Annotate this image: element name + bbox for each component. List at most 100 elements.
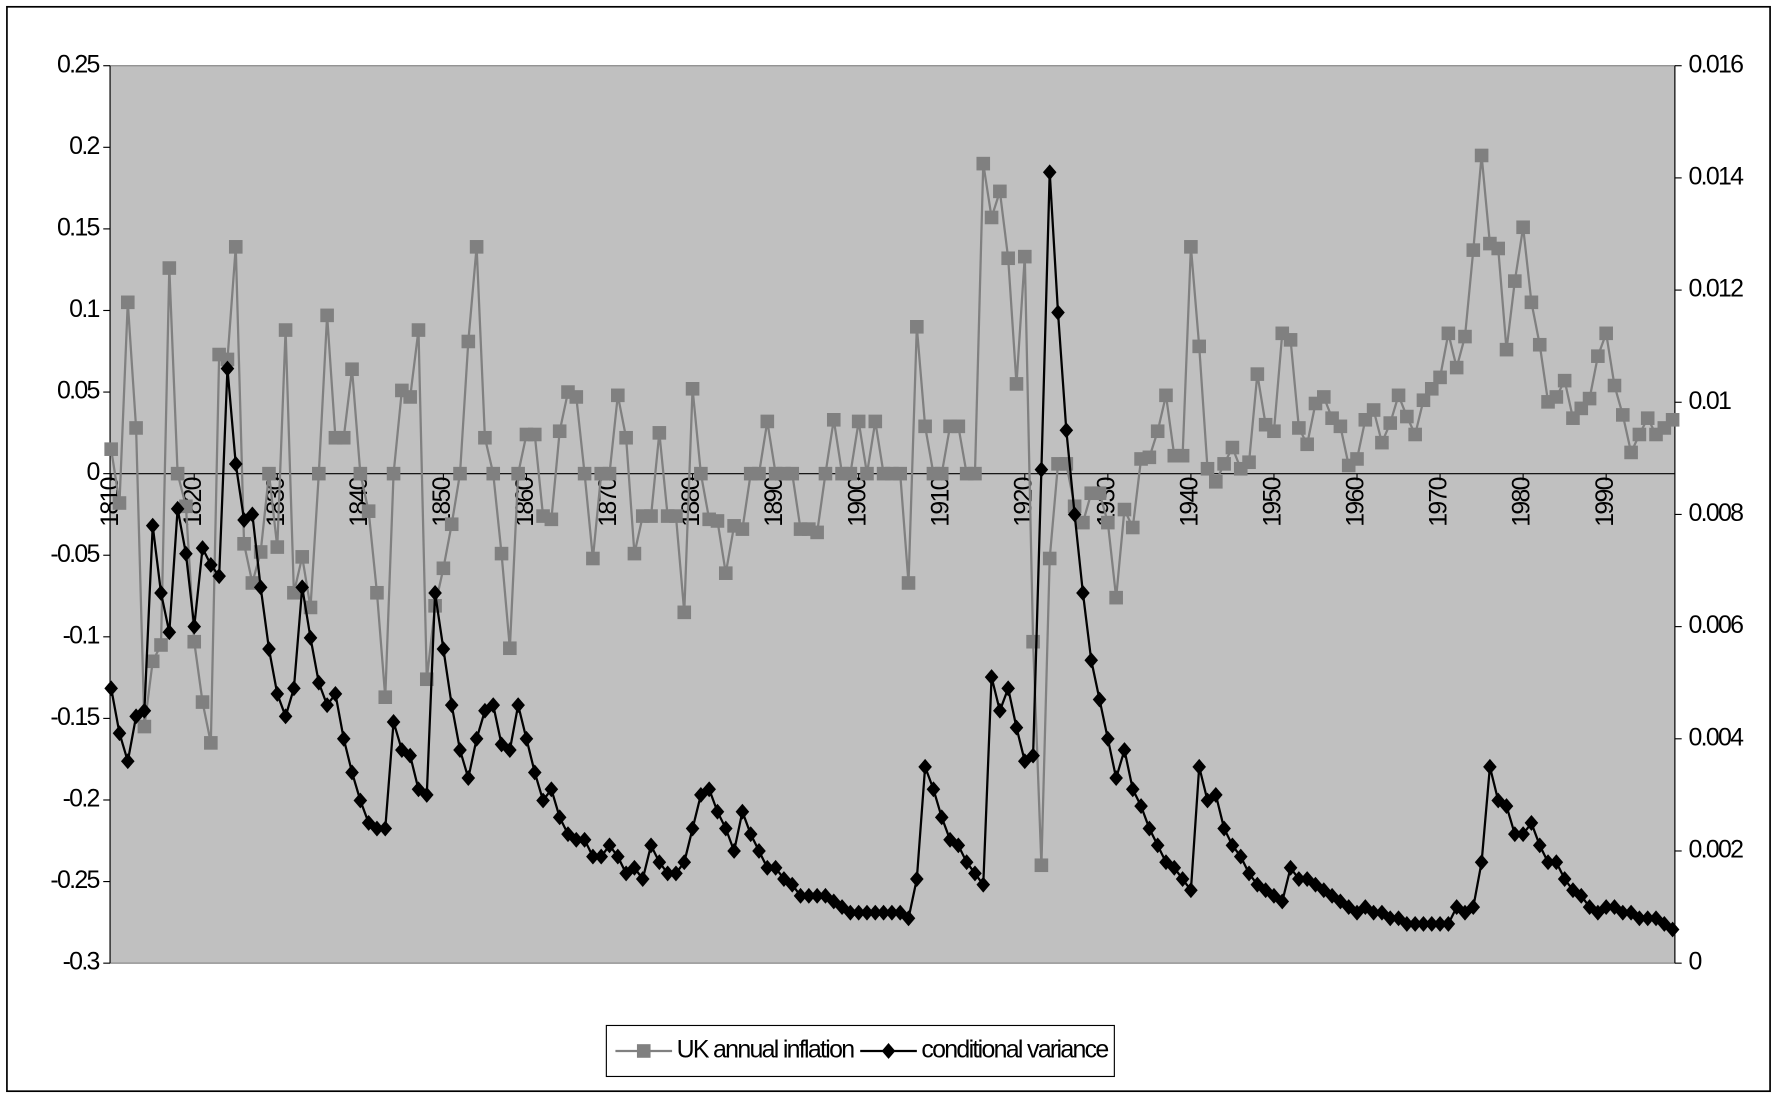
data-point (968, 466, 982, 481)
data-point (253, 579, 268, 596)
data-point (1383, 910, 1398, 927)
x-tick-label: 1910 (926, 477, 954, 526)
data-point (968, 865, 982, 882)
legend: UK annual inflation conditional variance (605, 1024, 1115, 1078)
y-tick-label: -0.05 (50, 540, 99, 568)
y-tick-label: 0.05 (57, 377, 100, 405)
data-point (910, 319, 924, 334)
data-point (336, 730, 351, 747)
data-point (312, 466, 326, 481)
data-point (104, 442, 118, 456)
data-point (295, 550, 310, 564)
data-point (934, 466, 949, 481)
data-point (735, 803, 750, 820)
data-point (1400, 915, 1414, 932)
data-point (145, 517, 160, 534)
data-point (204, 736, 218, 750)
data-point (1192, 339, 1207, 354)
data-point (951, 837, 966, 854)
data-point (1474, 148, 1489, 163)
data-point (112, 725, 127, 742)
data-point (170, 500, 185, 517)
data-point (428, 585, 442, 601)
data-point (453, 742, 467, 758)
data-point (1524, 815, 1539, 831)
data-point (1150, 837, 1165, 854)
data-point (1283, 859, 1298, 876)
y2-tick-label: 0.002 (1688, 836, 1743, 864)
data-point (104, 680, 118, 697)
data-point (1541, 854, 1555, 871)
data-point (228, 240, 243, 254)
data-point (237, 537, 251, 551)
data-point (403, 390, 417, 404)
y2-tick-label: 0 (1688, 948, 1701, 976)
data-point (1599, 899, 1613, 915)
data-point (503, 742, 517, 758)
data-point (220, 352, 235, 367)
data-point (278, 708, 293, 725)
y2-tick-label: 0.008 (1688, 499, 1743, 527)
x-tick-label: 1890 (760, 477, 788, 526)
data-point (1067, 506, 1082, 523)
data-point (154, 585, 168, 601)
data-point (1316, 390, 1331, 404)
data-point (1632, 427, 1647, 442)
data-point (486, 466, 501, 481)
data-point (611, 388, 625, 403)
data-point (860, 466, 874, 481)
data-point (1076, 585, 1090, 601)
data-point (1449, 360, 1464, 375)
y2-tick-label: 0.004 (1688, 723, 1744, 751)
y-tick-label: -0.15 (50, 703, 99, 731)
data-point (544, 781, 559, 798)
data-point (1516, 220, 1530, 235)
data-point (378, 820, 393, 837)
data-point (1582, 391, 1597, 406)
data-point (602, 837, 617, 854)
data-point (320, 697, 334, 714)
data-point (993, 184, 1007, 199)
data-point (652, 426, 667, 440)
data-point (1084, 652, 1099, 669)
data-point (984, 210, 999, 225)
data-point (378, 690, 393, 704)
data-point (1665, 413, 1680, 427)
data-point (1557, 373, 1572, 388)
data-point (934, 809, 949, 826)
data-point (1175, 871, 1190, 887)
data-point (1433, 370, 1447, 385)
data-point (876, 904, 891, 921)
data-point (677, 854, 692, 871)
data-point (1424, 915, 1439, 932)
data-point (370, 585, 384, 600)
data-point (353, 792, 368, 809)
data-point (577, 831, 592, 848)
data-point (469, 730, 484, 747)
data-point (586, 551, 600, 566)
data-point (1640, 910, 1655, 927)
data-point (1184, 240, 1198, 254)
data-point (1549, 390, 1564, 404)
data-point (951, 419, 966, 434)
y2-tick-label: 0.01 (1688, 387, 1731, 415)
data-point (112, 496, 127, 510)
y-tick-label: -0.2 (63, 785, 100, 813)
data-point (976, 156, 991, 171)
data-point (503, 641, 517, 656)
data-point (1134, 798, 1148, 815)
data-point (1615, 904, 1630, 921)
data-point (1300, 437, 1314, 452)
data-point (718, 566, 733, 580)
data-point (195, 695, 210, 709)
data-point (1491, 241, 1506, 256)
data-point (743, 826, 758, 843)
data-point (1433, 915, 1447, 932)
data-point (120, 295, 135, 310)
data-point (1125, 520, 1140, 535)
data-point (403, 747, 417, 764)
data-point (295, 579, 310, 596)
x-tick-label: 1840 (345, 477, 373, 526)
data-point (461, 770, 476, 786)
